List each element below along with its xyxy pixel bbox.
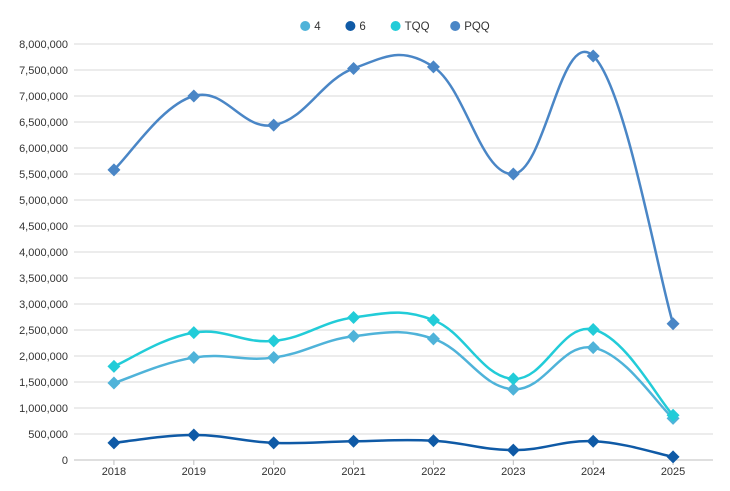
x-tick-label: 2018	[102, 466, 126, 478]
legend-item-4[interactable]: 4	[300, 21, 321, 33]
legend-label: PQQ	[464, 21, 490, 33]
series-6-point	[187, 428, 201, 442]
series-pqq-point	[107, 163, 121, 177]
series-6-point	[426, 434, 440, 448]
legend-label: 4	[314, 21, 321, 33]
series-6-point	[586, 434, 600, 448]
series-4-point	[506, 382, 520, 396]
y-tick-label: 0	[62, 455, 68, 467]
gridlines	[74, 43, 713, 461]
series-4-point	[187, 351, 201, 365]
y-tick-label: 5,000,000	[19, 195, 68, 207]
series-tqq-point	[426, 313, 440, 327]
legend-label: 6	[359, 21, 365, 33]
series-lines	[112, 50, 675, 459]
legend-swatch	[390, 21, 401, 31]
series-4-point	[347, 329, 361, 343]
series-tqq-point	[107, 359, 121, 373]
series-markers	[107, 49, 680, 464]
legend-swatch	[300, 21, 311, 31]
x-tick-label: 2021	[341, 466, 365, 478]
x-tick-label: 2019	[182, 466, 206, 478]
series-tqq-point	[187, 326, 201, 340]
y-tick-label: 1,000,000	[19, 403, 68, 415]
series-6-point	[666, 450, 680, 464]
series-6-point	[107, 436, 121, 450]
legend-label: TQQ	[405, 21, 430, 33]
x-tick-label: 2025	[661, 466, 685, 478]
y-tick-label: 5,500,000	[19, 169, 68, 181]
legend-swatch	[345, 21, 356, 31]
y-tick-label: 3,000,000	[19, 299, 68, 311]
y-tick-label: 6,500,000	[19, 117, 68, 129]
x-tick-label: 2020	[261, 466, 285, 478]
series-4-line	[112, 330, 675, 420]
y-tick-label: 2,000,000	[19, 351, 68, 363]
y-tick-label: 2,500,000	[19, 325, 68, 337]
series-pqq-point	[347, 61, 361, 75]
y-tick-label: 8,000,000	[19, 39, 68, 51]
series-tqq-point	[666, 408, 680, 422]
series-6-point	[506, 443, 520, 457]
x-tick-label: 2024	[581, 466, 605, 478]
y-tick-label: 1,500,000	[19, 377, 68, 389]
y-tick-label: 3,500,000	[19, 273, 68, 285]
x-tick-label: 2022	[421, 466, 445, 478]
series-4-point	[107, 376, 121, 390]
series-pqq-line	[112, 50, 675, 326]
y-tick-label: 4,000,000	[19, 247, 68, 259]
y-axis-ticks: 0 500,000 1,000,000 1,500,000 2,000,000 2,500…	[19, 39, 68, 467]
series-pqq-point	[426, 60, 440, 74]
series-pqq-point	[267, 118, 281, 132]
legend-item-tqq[interactable]: TQQ	[390, 21, 430, 33]
series-4-point	[426, 332, 440, 346]
y-tick-label: 4,500,000	[19, 221, 68, 233]
series-tqq-point	[506, 372, 520, 386]
series-tqq-point	[267, 334, 281, 348]
series-tqq-point	[347, 311, 361, 325]
y-tick-label: 7,500,000	[19, 65, 68, 77]
series-6-point	[267, 436, 281, 450]
series-pqq-point	[586, 49, 600, 63]
x-tick-label: 2023	[501, 466, 525, 478]
y-tick-label: 500,000	[28, 429, 68, 441]
x-axis-ticks: 2018 2019 2020 2021 2022 2023 2024 2025	[102, 460, 685, 478]
series-4-point	[586, 341, 600, 355]
legend: 4 6 TQQ PQQ	[300, 21, 490, 33]
series-pqq-point	[506, 167, 520, 181]
legend-swatch	[450, 21, 461, 31]
y-tick-label: 7,000,000	[19, 91, 68, 103]
series-4-point	[267, 351, 281, 365]
series-pqq-point	[666, 317, 680, 331]
legend-item-pqq[interactable]: PQQ	[450, 21, 490, 33]
series-6-line	[112, 433, 675, 459]
series-tqq-point	[586, 322, 600, 336]
legend-item-6[interactable]: 6	[345, 21, 366, 33]
y-tick-label: 6,000,000	[19, 143, 68, 155]
series-6-point	[347, 434, 361, 448]
series-pqq-point	[187, 89, 201, 103]
